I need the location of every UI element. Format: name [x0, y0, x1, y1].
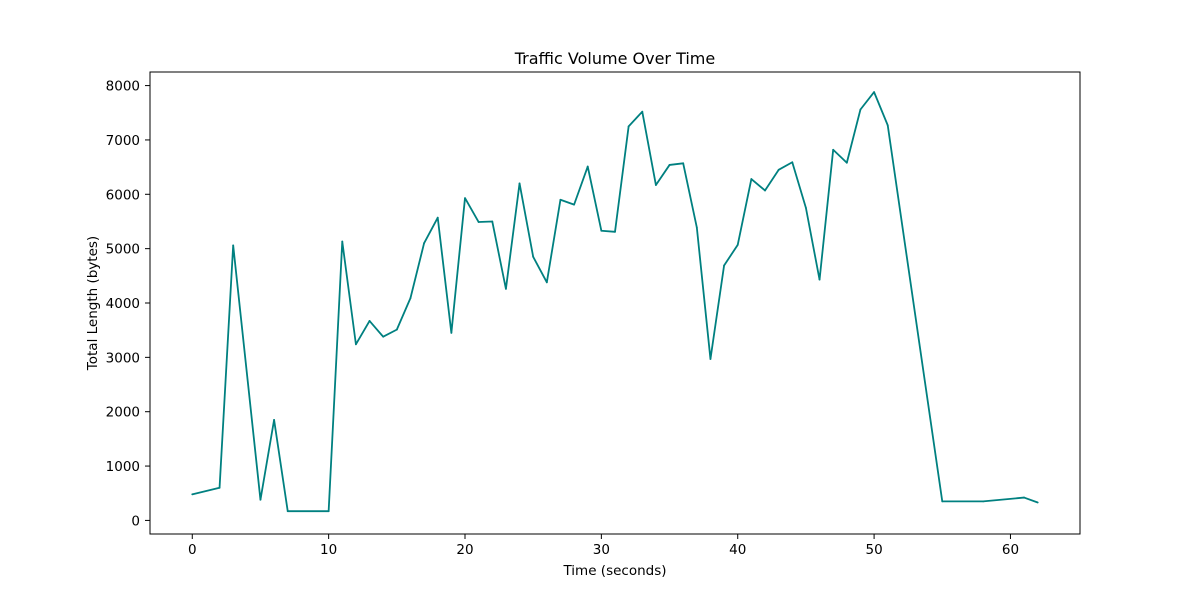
data-point	[573, 203, 575, 206]
data-point	[327, 510, 330, 513]
data-point	[668, 164, 671, 166]
data-point	[341, 240, 344, 243]
data-point	[545, 281, 548, 284]
data-point	[218, 486, 221, 489]
y-tick-label: 1000	[106, 459, 140, 475]
data-point	[614, 230, 616, 233]
data-point	[355, 343, 357, 346]
data-point	[1023, 496, 1025, 499]
y-tick-label: 6000	[106, 187, 140, 203]
data-point	[191, 493, 194, 496]
data-point	[423, 242, 425, 245]
y-tick-label: 0	[131, 513, 140, 529]
data-point	[450, 331, 453, 334]
y-tick-label: 4000	[106, 296, 140, 312]
data-point	[709, 358, 712, 360]
series-line	[192, 91, 1039, 513]
y-tick-label: 8000	[106, 79, 140, 95]
y-tick-label: 2000	[106, 405, 140, 421]
x-axis-label: Time (seconds)	[562, 563, 666, 579]
y-tick-label: 5000	[106, 242, 140, 258]
data-point	[791, 161, 794, 164]
data-point	[873, 91, 875, 94]
data-point	[586, 165, 589, 168]
x-tick-label: 60	[1002, 542, 1019, 558]
data-point	[464, 197, 466, 200]
x-tick-label: 10	[320, 542, 337, 558]
data-point	[832, 148, 835, 151]
data-point	[395, 328, 398, 331]
x-tick-label: 30	[593, 542, 610, 558]
data-point	[1036, 501, 1039, 504]
data-point	[505, 287, 507, 290]
data-point	[641, 110, 644, 113]
data-point	[532, 255, 535, 258]
data-point	[655, 184, 657, 186]
plot-frame	[149, 71, 1081, 535]
x-tick-label: 20	[456, 542, 473, 558]
data-point	[518, 182, 521, 185]
x-tick-label: 0	[188, 542, 197, 558]
data-point	[491, 220, 494, 223]
y-tick-label: 7000	[106, 133, 140, 149]
data-point	[600, 229, 603, 232]
data-point	[286, 510, 289, 513]
data-point	[682, 162, 685, 165]
data-point	[409, 297, 412, 300]
data-point	[982, 500, 985, 503]
data-point	[723, 264, 725, 267]
y-tick-label: 3000	[106, 350, 140, 366]
data-point	[695, 226, 698, 229]
data-point	[477, 221, 480, 223]
data-point	[627, 125, 630, 128]
series-layer	[191, 91, 1039, 513]
y-axis-label: Total Length (bytes)	[85, 236, 101, 371]
data-point	[859, 108, 862, 111]
data-point	[886, 124, 889, 127]
data-point	[777, 168, 780, 171]
data-point	[805, 206, 807, 209]
data-point	[436, 216, 439, 219]
data-point	[845, 161, 848, 164]
data-point	[818, 278, 821, 281]
data-point	[559, 198, 562, 201]
data-point	[764, 189, 766, 192]
data-point	[941, 500, 944, 503]
data-point	[736, 243, 739, 246]
x-axis: 0 10 20 30 40 50 60	[188, 534, 1019, 558]
data-point	[750, 178, 753, 180]
y-axis: 0 1000 2000 3000 4000 5000 6000 7000 8000	[106, 79, 150, 529]
x-tick-label: 50	[865, 542, 882, 558]
data-point	[368, 320, 371, 322]
chart-title: Traffic Volume Over Time	[514, 49, 715, 68]
x-tick-label: 40	[729, 542, 746, 558]
data-point	[232, 244, 235, 247]
data-point	[273, 418, 275, 421]
data-point	[382, 335, 385, 338]
data-point	[259, 498, 262, 501]
